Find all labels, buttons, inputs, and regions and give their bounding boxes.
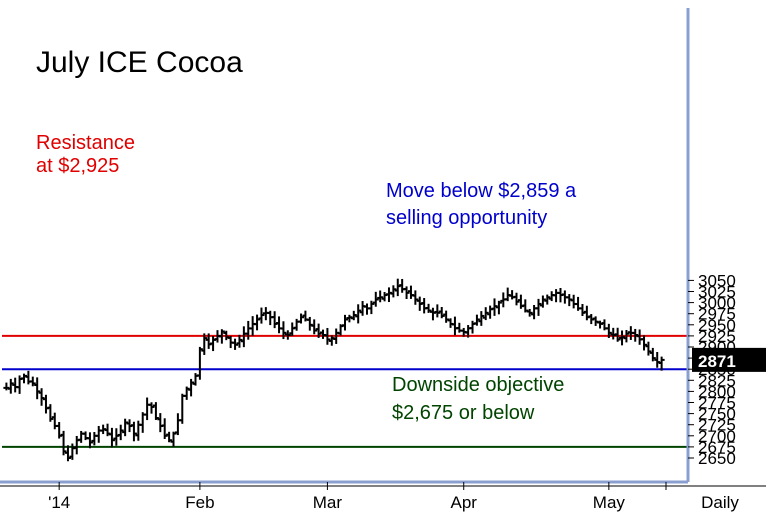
ohlc-bar xyxy=(236,334,243,348)
y-tick-label: 2675 xyxy=(698,438,736,457)
ohlc-bar xyxy=(29,376,36,387)
ohlc-bar xyxy=(148,402,155,414)
ohlc-bar xyxy=(473,314,480,326)
ohlc-bar xyxy=(342,314,348,331)
ohlc-bar xyxy=(438,307,445,319)
y-tick-label: 2650 xyxy=(698,449,736,468)
y-tick-label: 3025 xyxy=(698,283,736,302)
y-tick-label: 2925 xyxy=(698,327,736,346)
resistance-label-line-1: at $2,925 xyxy=(36,155,119,177)
ohlc-bar xyxy=(495,300,502,315)
ohlc-bar xyxy=(526,308,533,317)
ohlc-bar xyxy=(161,418,168,440)
ohlc-bar xyxy=(377,290,384,303)
period-label: Daily xyxy=(701,493,739,512)
ohlc-bar xyxy=(390,285,397,298)
last-price-label: 2871 xyxy=(698,352,736,371)
ohlc-bar xyxy=(130,421,137,442)
ohlc-bar xyxy=(254,314,261,331)
y-tick-label: 3000 xyxy=(698,294,736,313)
objective-label-line-1: $2,675 or below xyxy=(392,402,535,424)
x-tick-label: '14 xyxy=(48,493,70,512)
ohlc-bar xyxy=(623,330,630,343)
y-tick-label: 2950 xyxy=(698,316,736,335)
price-axis: 2650267527002725275027752800282528502875… xyxy=(686,8,766,482)
ohlc-bar xyxy=(350,310,357,321)
ohlc-bar xyxy=(284,330,291,340)
ohlc-bar xyxy=(649,347,656,362)
x-tick-label: Feb xyxy=(185,493,214,512)
ohlc-bar xyxy=(425,303,432,313)
y-tick-label: 2975 xyxy=(698,305,736,324)
ohlc-bar xyxy=(513,292,520,306)
ohlc-bar xyxy=(645,341,652,356)
ohlc-bar xyxy=(434,304,441,318)
ohlc-bar xyxy=(368,300,375,315)
y-tick-label: 3050 xyxy=(698,271,736,290)
ohlc-bar xyxy=(324,327,331,345)
ohlc-bar xyxy=(201,333,208,355)
ohlc-bar xyxy=(403,286,410,300)
ohlc-bar xyxy=(539,295,546,308)
ohlc-bar xyxy=(108,427,115,448)
ohlc-bar xyxy=(355,304,362,324)
chart-title: July ICE Cocoa xyxy=(36,46,243,79)
y-tick-label: 2775 xyxy=(698,394,736,413)
ohlc-bar xyxy=(117,424,124,441)
resistance-label-line-0: Resistance xyxy=(36,132,135,154)
ohlc-bar xyxy=(218,329,225,344)
trigger-label-line-0: Move below $2,859 a xyxy=(386,180,577,202)
ohlc-bar xyxy=(478,311,485,326)
ohlc-bar xyxy=(64,445,71,462)
x-tick-label: May xyxy=(593,493,626,512)
date-axis: '14 Feb Mar Apr May Daily xyxy=(0,480,766,512)
price-bars xyxy=(3,278,665,462)
y-tick-label: 2700 xyxy=(698,427,736,446)
ohlc-bar xyxy=(311,319,318,335)
y-tick-label: 2750 xyxy=(698,405,736,424)
ohlc-bar xyxy=(394,278,401,297)
ohlc-bar xyxy=(122,418,129,437)
y-tick-label: 2800 xyxy=(698,382,736,401)
ohlc-bar xyxy=(188,378,195,397)
ohlc-bar xyxy=(47,404,54,422)
ohlc-bar xyxy=(412,290,419,305)
ohlc-bar xyxy=(280,321,287,340)
ohlc-bar xyxy=(34,377,41,400)
ohlc-bar xyxy=(86,432,93,449)
ohlc-bar xyxy=(544,294,551,305)
x-tick-label: Mar xyxy=(313,493,343,512)
ohlc-bar xyxy=(38,388,45,406)
x-tick-label: Apr xyxy=(450,493,477,512)
horizontal-lines xyxy=(2,334,688,448)
trigger-label-line-1: selling opportunity xyxy=(386,207,547,229)
ohlc-bar xyxy=(315,323,322,338)
ohlc-bar xyxy=(60,430,67,456)
ohlc-bar xyxy=(482,307,489,321)
ohlc-bar xyxy=(632,328,639,342)
ohlc-bar xyxy=(372,291,379,307)
ohlc-bar xyxy=(152,402,159,420)
ohlc-bar xyxy=(535,298,542,316)
ohlc-bar xyxy=(614,327,621,342)
ohlc-bar xyxy=(298,313,305,324)
y-tick-label: 2825 xyxy=(698,371,736,390)
ohlc-bar xyxy=(258,307,265,324)
objective-label-line-0: Downside objective xyxy=(392,374,564,396)
ohlc-bar xyxy=(170,431,177,447)
ohlc-bar xyxy=(166,431,173,443)
ohlc-bar xyxy=(7,378,14,394)
ohlc-bar xyxy=(196,346,203,380)
ohlc-bar xyxy=(491,298,498,316)
ohlc-bar xyxy=(658,356,665,371)
y-tick-label: 2725 xyxy=(698,416,736,435)
last-price-box xyxy=(692,347,766,372)
ohlc-bar xyxy=(232,338,239,350)
ohlc-bar xyxy=(605,323,612,338)
ohlc-bar xyxy=(641,335,648,351)
